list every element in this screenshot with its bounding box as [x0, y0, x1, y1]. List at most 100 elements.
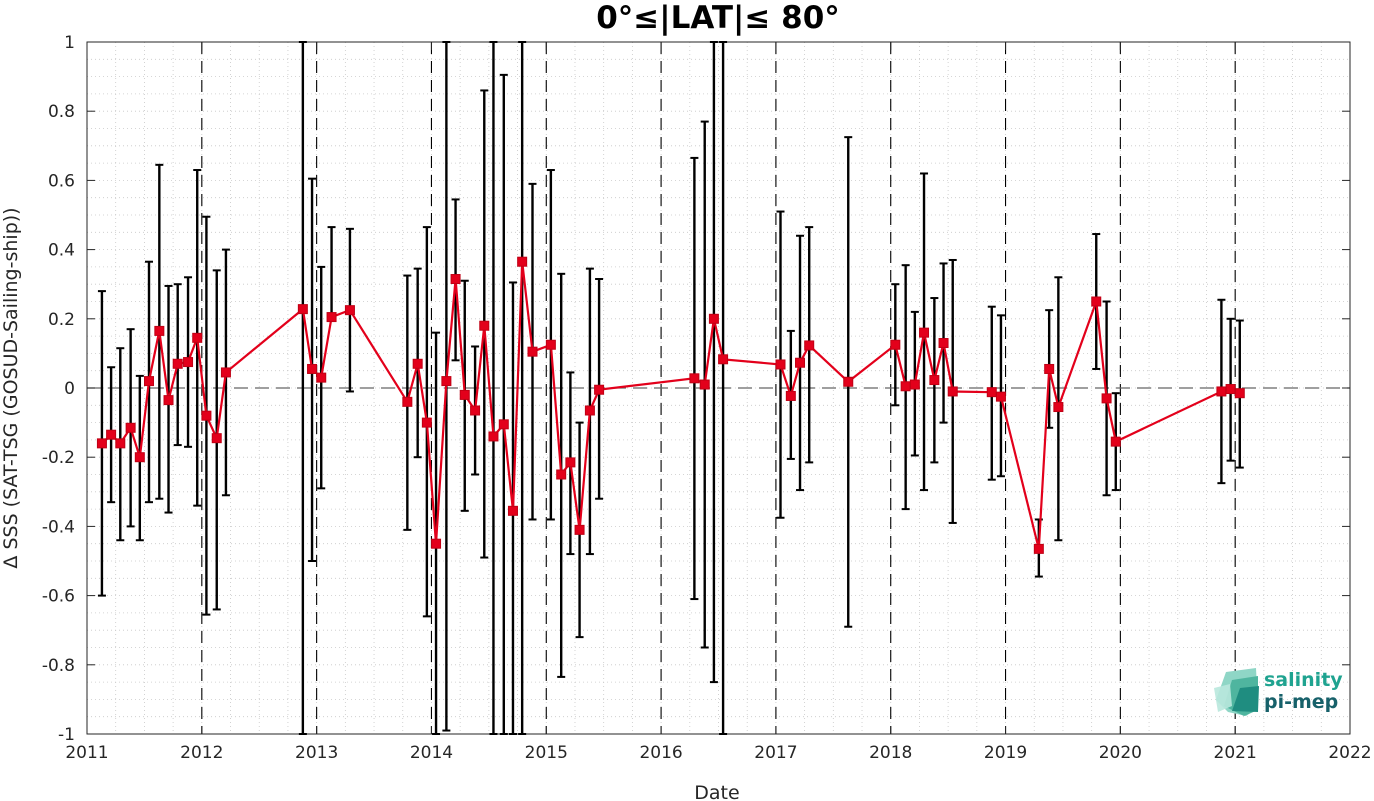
data-point-marker: [297, 304, 308, 315]
data-point-marker: [220, 367, 231, 378]
y-tick-label: -0.4: [42, 517, 75, 537]
data-point-marker: [517, 256, 528, 267]
x-tick-label: 2013: [295, 743, 338, 763]
y-tick-label: 1: [64, 33, 75, 53]
y-tick-label: 0: [64, 379, 75, 399]
data-point-marker: [890, 339, 901, 350]
data-point-marker: [594, 384, 605, 395]
x-tick-label: 2012: [180, 743, 223, 763]
data-point-marker: [545, 339, 556, 350]
data-point-marker: [556, 469, 567, 480]
data-point-marker: [1234, 388, 1245, 399]
data-point-marker: [785, 390, 796, 401]
data-point-marker: [919, 327, 930, 338]
logo-graphic-icon: [1214, 668, 1259, 716]
data-point-marker: [947, 386, 958, 397]
data-point-marker: [144, 376, 155, 387]
grid: [86, 41, 1351, 735]
data-point-marker: [450, 274, 461, 285]
data-point-marker: [421, 417, 432, 428]
logo-text-salinity: salinity: [1264, 669, 1343, 691]
data-point-marker: [718, 354, 729, 365]
data-point-marker: [527, 346, 538, 357]
x-tick-label: 2018: [869, 743, 912, 763]
data-point-marker: [1216, 386, 1227, 397]
data-point-marker: [909, 379, 920, 390]
x-tick-label: 2011: [65, 743, 108, 763]
y-axis-label: Δ SSS (SAT-TSG (GOSUD-Sailing-ship)): [0, 207, 22, 568]
data-point-marker: [183, 357, 194, 368]
x-tick-label: 2017: [754, 743, 797, 763]
data-point-marker: [96, 438, 107, 449]
data-point-marker: [775, 359, 786, 370]
data-point-marker: [201, 410, 212, 421]
data-point-marker: [431, 538, 442, 549]
data-point-marker: [125, 422, 136, 433]
data-point-marker: [498, 419, 509, 430]
x-tick-label: 2021: [1214, 743, 1257, 763]
y-tick-label: 0.2: [48, 310, 75, 330]
y-tick-label: -1: [58, 725, 75, 745]
data-point-marker: [938, 338, 949, 349]
data-point-marker: [441, 376, 452, 387]
chart-title: 0°≤|LAT|≤ 80°: [596, 0, 840, 36]
data-point-marker: [986, 387, 997, 398]
x-tick-label: 2014: [410, 743, 453, 763]
data-point-marker: [1033, 543, 1044, 554]
x-tick-label: 2019: [984, 743, 1027, 763]
y-tick-label: 0.4: [48, 241, 75, 261]
salinity-pimep-logo: salinity pi-mep: [1214, 668, 1343, 716]
y-axis-ticks: -1 -0.8 -0.6 -0.4 -0.2 0 0.2 0.4 0.6 0.8 1: [42, 33, 1350, 745]
x-tick-label: 2015: [525, 743, 568, 763]
data-point-marker: [1091, 296, 1102, 307]
data-point-marker: [1053, 402, 1064, 413]
data-point-marker: [699, 379, 710, 390]
x-tick-label: 2016: [639, 743, 682, 763]
data-point-marker: [115, 438, 126, 449]
x-tick-label: 2022: [1328, 743, 1371, 763]
x-tick-label: 2020: [1099, 743, 1142, 763]
data-point-marker: [507, 505, 518, 516]
data-point-marker: [211, 433, 222, 444]
data-point-marker: [488, 431, 499, 442]
data-point-marker: [134, 452, 145, 463]
data-point-marker: [192, 332, 203, 343]
logo-text-pimep: pi-mep: [1264, 691, 1338, 713]
data-point-marker: [843, 376, 854, 387]
series-line: [101, 261, 1241, 550]
data-point-marker: [154, 325, 165, 336]
data-point-marker: [900, 381, 911, 392]
data-point-marker: [689, 373, 700, 384]
data-point-marker: [1101, 393, 1112, 404]
y-tick-label: -0.8: [42, 656, 75, 676]
data-point-marker: [1044, 363, 1055, 374]
data-point-marker: [316, 372, 327, 383]
data-point-marker: [307, 363, 318, 374]
data-point-marker: [804, 340, 815, 351]
data-point-marker: [708, 313, 719, 324]
y-tick-label: 0.8: [48, 102, 75, 122]
data-point-marker: [479, 320, 490, 331]
data-point-marker: [172, 358, 183, 369]
data-point-marker: [574, 524, 585, 535]
data-point-marker: [326, 312, 337, 323]
data-point-marker: [470, 405, 481, 416]
x-axis-ticks: 2011 2012 2013 2014 2015 2016 2017 2018 2019 2020…: [65, 42, 1372, 763]
series-markers: [96, 256, 1245, 554]
data-point-marker: [584, 405, 595, 416]
data-point-marker: [995, 391, 1006, 402]
error-bars: [97, 41, 1244, 735]
data-point-marker: [402, 396, 413, 407]
y-tick-label: 0.6: [48, 171, 75, 191]
data-point-marker: [1225, 384, 1236, 395]
data-point-marker: [344, 305, 355, 316]
data-point-marker: [106, 429, 117, 440]
data-point-marker: [459, 389, 470, 400]
y-tick-label: -0.2: [42, 448, 75, 468]
data-point-marker: [929, 375, 940, 386]
y-tick-label: -0.6: [42, 587, 75, 607]
data-point-marker: [1110, 436, 1121, 447]
data-point-marker: [795, 357, 806, 368]
